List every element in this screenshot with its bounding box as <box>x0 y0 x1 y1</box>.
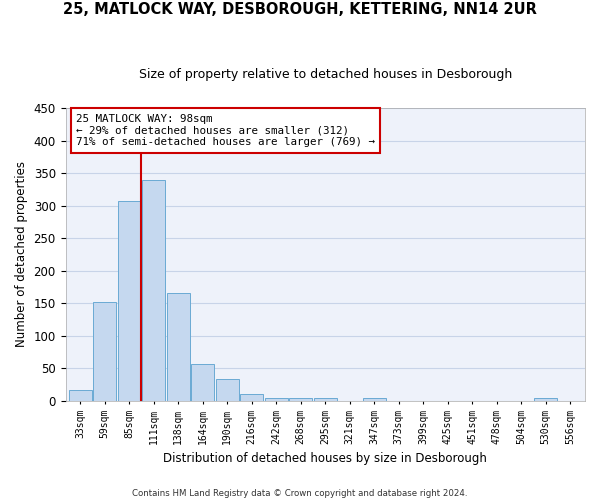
Text: 25, MATLOCK WAY, DESBOROUGH, KETTERING, NN14 2UR: 25, MATLOCK WAY, DESBOROUGH, KETTERING, … <box>63 2 537 18</box>
Bar <box>142 180 166 401</box>
Bar <box>240 394 263 401</box>
Bar <box>314 398 337 401</box>
Text: 25 MATLOCK WAY: 98sqm
← 29% of detached houses are smaller (312)
71% of semi-det: 25 MATLOCK WAY: 98sqm ← 29% of detached … <box>76 114 375 147</box>
Bar <box>118 201 141 401</box>
Bar <box>215 378 239 401</box>
Text: Contains HM Land Registry data © Crown copyright and database right 2024.: Contains HM Land Registry data © Crown c… <box>132 488 468 498</box>
Bar <box>68 390 92 401</box>
Y-axis label: Number of detached properties: Number of detached properties <box>15 162 28 348</box>
Bar <box>289 398 313 401</box>
Bar <box>534 398 557 401</box>
Bar <box>265 398 288 401</box>
Bar <box>167 293 190 401</box>
Bar <box>93 302 116 401</box>
Bar <box>191 364 214 401</box>
Bar <box>362 398 386 401</box>
X-axis label: Distribution of detached houses by size in Desborough: Distribution of detached houses by size … <box>163 452 487 465</box>
Title: Size of property relative to detached houses in Desborough: Size of property relative to detached ho… <box>139 68 512 80</box>
